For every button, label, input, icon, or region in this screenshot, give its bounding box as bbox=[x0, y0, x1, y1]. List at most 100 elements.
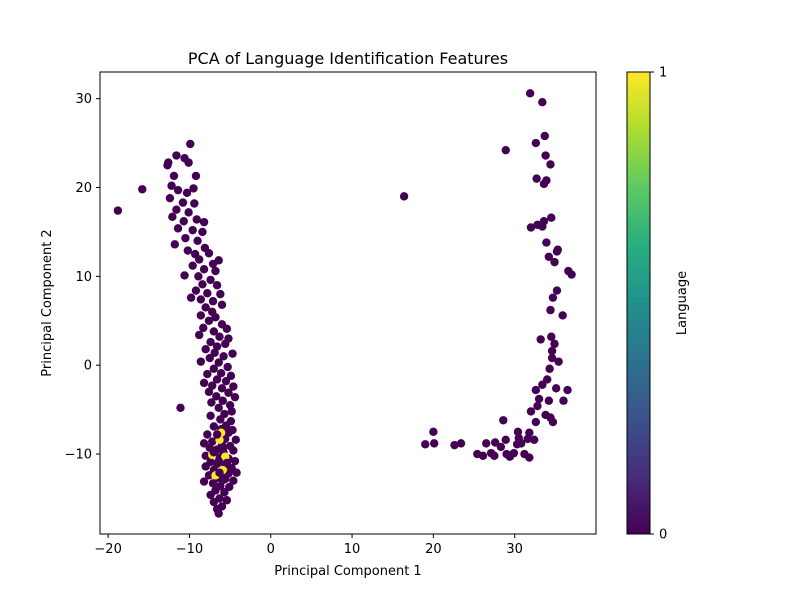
data-point-language-0 bbox=[209, 497, 219, 507]
data-point-language-0 bbox=[550, 257, 559, 267]
data-point-language-0 bbox=[548, 293, 558, 302]
data-point-language-0 bbox=[545, 364, 554, 373]
data-point-language-0 bbox=[190, 199, 199, 208]
y-tick-label: 0 bbox=[84, 359, 92, 374]
data-point-language-0 bbox=[531, 417, 541, 427]
x-tick-label: 0 bbox=[267, 542, 275, 557]
data-point-language-0 bbox=[482, 439, 491, 448]
data-point-language-0 bbox=[182, 188, 192, 198]
data-point-language-0 bbox=[181, 233, 190, 243]
data-point-language-0 bbox=[544, 396, 554, 405]
x-axis-ticks: −20 −10 0 10 20 30 bbox=[94, 534, 523, 557]
data-point-language-0 bbox=[207, 398, 216, 407]
data-point-language-0 bbox=[217, 300, 227, 309]
x-tick-label: −10 bbox=[176, 542, 203, 557]
data-point-language-0 bbox=[199, 217, 209, 227]
data-point-language-0 bbox=[189, 184, 198, 193]
data-point-language-0 bbox=[203, 289, 212, 298]
data-point-language-0 bbox=[206, 275, 215, 285]
data-point-language-0 bbox=[205, 353, 214, 363]
data-point-language-0 bbox=[172, 205, 181, 214]
y-tick-label: 30 bbox=[75, 92, 92, 107]
data-point-language-0 bbox=[536, 335, 545, 344]
data-point-language-0 bbox=[203, 430, 212, 439]
data-point-language-0 bbox=[399, 192, 409, 201]
data-point-language-0 bbox=[212, 430, 222, 439]
y-axis-ticks: −10 0 10 20 30 bbox=[65, 92, 100, 463]
data-point-language-0 bbox=[194, 272, 203, 281]
chart-title: PCA of Language Identification Features bbox=[188, 49, 508, 68]
data-point-language-0 bbox=[216, 415, 225, 424]
data-point-language-0 bbox=[222, 324, 232, 333]
data-point-language-0 bbox=[531, 385, 541, 395]
data-point-language-0 bbox=[209, 448, 219, 457]
data-point-language-0 bbox=[204, 387, 214, 397]
data-point-language-0 bbox=[186, 293, 196, 302]
data-point-language-0 bbox=[196, 311, 206, 320]
data-point-language-0 bbox=[196, 295, 206, 304]
data-point-language-0 bbox=[209, 364, 219, 373]
data-point-language-0 bbox=[196, 357, 206, 366]
data-point-language-0 bbox=[539, 217, 549, 226]
data-point-language-0 bbox=[221, 376, 231, 386]
x-tick-label: 10 bbox=[344, 542, 361, 557]
data-point-language-0 bbox=[496, 442, 506, 452]
data-point-language-0 bbox=[204, 249, 214, 258]
data-point-language-0 bbox=[201, 345, 210, 354]
data-point-language-0 bbox=[199, 439, 209, 448]
colorbar-label: Language bbox=[675, 271, 690, 335]
data-point-language-0 bbox=[206, 337, 215, 347]
y-tick-label: 10 bbox=[75, 270, 92, 285]
data-point-language-0 bbox=[530, 435, 539, 445]
data-point-language-0 bbox=[540, 131, 549, 141]
data-point-language-0 bbox=[554, 357, 563, 366]
data-point-language-0 bbox=[216, 368, 226, 378]
data-point-language-0 bbox=[176, 403, 185, 413]
data-point-language-0 bbox=[180, 271, 189, 280]
data-point-language-0 bbox=[525, 453, 534, 462]
data-point-language-0 bbox=[546, 160, 555, 169]
y-tick-label: −10 bbox=[65, 448, 92, 463]
data-point-language-0 bbox=[538, 380, 547, 389]
data-point-language-0 bbox=[211, 266, 220, 276]
y-axis-label: Principal Component 2 bbox=[40, 229, 55, 376]
data-point-language-0 bbox=[198, 280, 207, 289]
data-point-language-0 bbox=[212, 281, 222, 290]
data-point-language-0 bbox=[526, 407, 536, 416]
data-point-language-0 bbox=[229, 382, 238, 391]
data-point-language-0 bbox=[526, 223, 536, 232]
data-point-language-0 bbox=[541, 151, 550, 160]
data-point-language-0 bbox=[214, 358, 223, 367]
data-point-language-0 bbox=[209, 422, 219, 431]
data-point-language-0 bbox=[513, 427, 523, 437]
data-point-language-0 bbox=[192, 215, 201, 224]
data-point-language-0 bbox=[544, 252, 554, 261]
data-point-language-0 bbox=[206, 411, 215, 421]
data-point-language-0 bbox=[225, 482, 234, 492]
data-point-language-0 bbox=[113, 206, 123, 215]
data-point-language-0 bbox=[547, 353, 557, 363]
data-point-language-0 bbox=[456, 439, 466, 448]
data-point-language-0 bbox=[230, 392, 240, 402]
data-point-language-0 bbox=[216, 289, 225, 299]
data-point-language-0 bbox=[550, 339, 559, 349]
data-point-language-0 bbox=[559, 396, 568, 405]
data-point-language-0 bbox=[231, 435, 240, 445]
data-point-language-0 bbox=[215, 332, 224, 341]
data-point-language-0 bbox=[542, 176, 551, 185]
data-point-language-0 bbox=[184, 208, 193, 217]
colorbar-tick-label: 1 bbox=[659, 66, 667, 81]
data-point-language-0 bbox=[198, 227, 207, 237]
data-point-language-0 bbox=[219, 352, 228, 361]
data-point-language-0 bbox=[547, 332, 556, 341]
data-point-language-0 bbox=[210, 348, 219, 357]
data-point-language-0 bbox=[179, 217, 188, 226]
data-point-language-0 bbox=[525, 428, 534, 437]
data-point-language-0 bbox=[165, 193, 175, 203]
data-point-language-0 bbox=[218, 444, 227, 453]
data-point-language-0 bbox=[501, 435, 510, 445]
data-point-language-0 bbox=[490, 451, 499, 461]
data-point-language-0 bbox=[184, 158, 193, 167]
data-point-language-0 bbox=[195, 255, 204, 264]
data-point-language-0 bbox=[228, 349, 237, 358]
